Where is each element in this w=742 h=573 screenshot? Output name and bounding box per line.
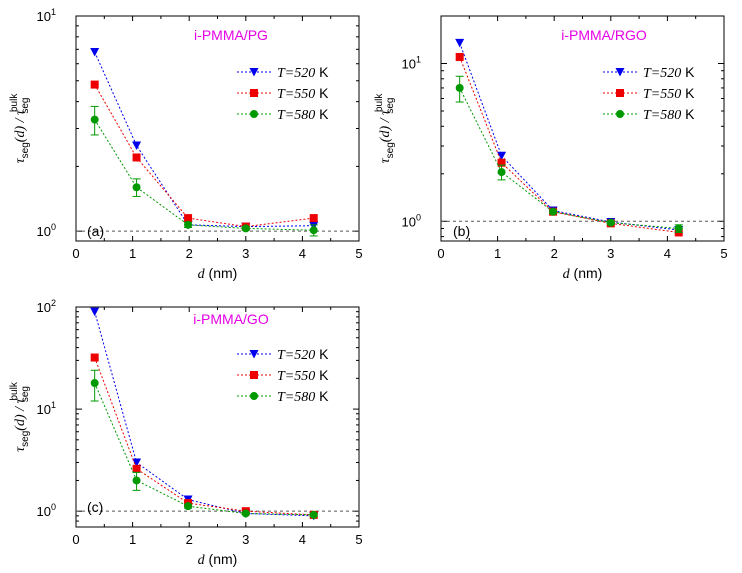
- legend-entry: T=550 K: [643, 85, 695, 102]
- x-tick-label: 0: [437, 246, 444, 261]
- legend-marker: [249, 68, 259, 77]
- y-tick-label: 100: [37, 222, 56, 239]
- x-tick-label: 1: [129, 246, 136, 261]
- data-point: [497, 158, 506, 167]
- data-point: [184, 502, 193, 511]
- chart-panel-2: 0 1 2 3 4 5 100 101 i-PMMA/RGO (b) T=520 K T=550 K T…: [374, 15, 728, 282]
- x-tick-label: 5: [720, 246, 727, 261]
- x-tick-label: 1: [129, 532, 136, 547]
- legend-entry: T=550 K: [277, 85, 329, 102]
- x-tick-label: 4: [299, 246, 306, 261]
- data-point: [549, 207, 558, 216]
- data-point: [309, 510, 318, 519]
- data-point: [132, 458, 142, 467]
- legend-marker: [616, 110, 624, 118]
- plot-frame: [75, 306, 360, 528]
- panel-label: (b): [453, 223, 470, 239]
- x-tick-label: 0: [72, 246, 79, 261]
- x-tick-label: 2: [551, 246, 558, 261]
- legend-marker: [616, 89, 624, 97]
- data-point: [90, 115, 99, 124]
- plot-frame: [75, 15, 360, 242]
- x-tick-label: 2: [186, 246, 193, 261]
- series-line-3: [94, 119, 314, 231]
- data-point: [184, 214, 193, 223]
- y-axis-label: τseg(d) / τbulkseg: [374, 93, 396, 164]
- data-point: [90, 353, 99, 362]
- y-axis-label: τseg(d) / τbulkseg: [9, 381, 31, 452]
- y-axis-label: τseg(d) / τbulkseg: [9, 93, 31, 164]
- legend-entry: T=580 K: [277, 106, 329, 123]
- data-point: [455, 83, 464, 92]
- panel-title: i-PMMA/PG: [194, 27, 268, 43]
- x-axis-label: d (nm): [198, 265, 238, 282]
- y-tick-label: 102: [37, 298, 56, 315]
- data-point: [90, 379, 99, 388]
- x-tick-label: 4: [664, 246, 671, 261]
- chart-panel-3: 0 1 2 3 4 5 100 101 102 i-PMMA/GO (c) T=520 K T=550 …: [9, 298, 363, 568]
- x-tick-label: 1: [494, 246, 501, 261]
- legend-entry: T=520 K: [277, 346, 329, 363]
- legend-marker: [250, 371, 258, 379]
- data-point: [90, 48, 100, 57]
- data-point: [674, 224, 683, 233]
- series-line-2: [459, 56, 679, 233]
- data-point: [132, 464, 141, 473]
- x-tick-label: 4: [299, 532, 306, 547]
- legend-entry: T=520 K: [277, 64, 329, 81]
- legend-marker: [250, 89, 258, 97]
- x-tick-label: 3: [242, 532, 249, 547]
- series-line-3: [94, 382, 314, 516]
- legend-marker: [250, 110, 258, 118]
- data-point: [90, 80, 99, 89]
- legend-marker: [615, 68, 625, 77]
- series-line-2: [94, 84, 314, 228]
- data-point: [606, 218, 615, 227]
- panel-label: (c): [87, 499, 103, 515]
- panel-title: i-PMMA/RGO: [561, 27, 647, 43]
- legend-marker: [250, 392, 258, 400]
- y-tick-label: 101: [402, 54, 421, 71]
- series-line-3: [459, 87, 679, 230]
- data-point: [90, 307, 100, 317]
- x-tick-label: 0: [72, 532, 79, 547]
- x-axis-label: d (nm): [198, 551, 238, 568]
- data-point: [309, 226, 318, 235]
- y-tick-label: 100: [37, 502, 56, 519]
- data-point: [132, 153, 141, 162]
- x-tick-label: 3: [242, 246, 249, 261]
- panel-title: i-PMMA/GO: [193, 311, 269, 327]
- y-tick-label: 101: [37, 7, 56, 24]
- x-tick-label: 5: [355, 532, 362, 547]
- data-point: [455, 38, 465, 48]
- data-point: [184, 220, 193, 229]
- data-point: [497, 168, 506, 177]
- legend-entry: T=580 K: [643, 106, 695, 123]
- data-point: [241, 224, 250, 233]
- x-axis-label: d (nm): [563, 265, 603, 282]
- data-point: [132, 141, 142, 151]
- panel-label: (a): [87, 223, 104, 239]
- data-point: [132, 476, 141, 485]
- data-point: [309, 214, 318, 223]
- x-tick-label: 2: [186, 532, 193, 547]
- series-line-1: [94, 311, 314, 517]
- x-tick-label: 3: [607, 246, 614, 261]
- legend-entry: T=520 K: [643, 64, 695, 81]
- legend-marker: [249, 350, 259, 359]
- data-point: [241, 509, 250, 518]
- plot-frame: [440, 15, 725, 242]
- data-point: [455, 52, 464, 61]
- chart-panel-1: 0 1 2 3 4 5 100 101 i-PMMA/PG (a) T=520 K T=550 K T=…: [9, 7, 363, 282]
- x-tick-label: 5: [355, 246, 362, 261]
- legend-entry: T=550 K: [277, 367, 329, 384]
- data-point: [132, 183, 141, 192]
- y-tick-label: 101: [37, 400, 56, 417]
- data-point: [497, 151, 507, 161]
- legend-entry: T=580 K: [277, 388, 329, 405]
- y-tick-label: 100: [402, 212, 421, 229]
